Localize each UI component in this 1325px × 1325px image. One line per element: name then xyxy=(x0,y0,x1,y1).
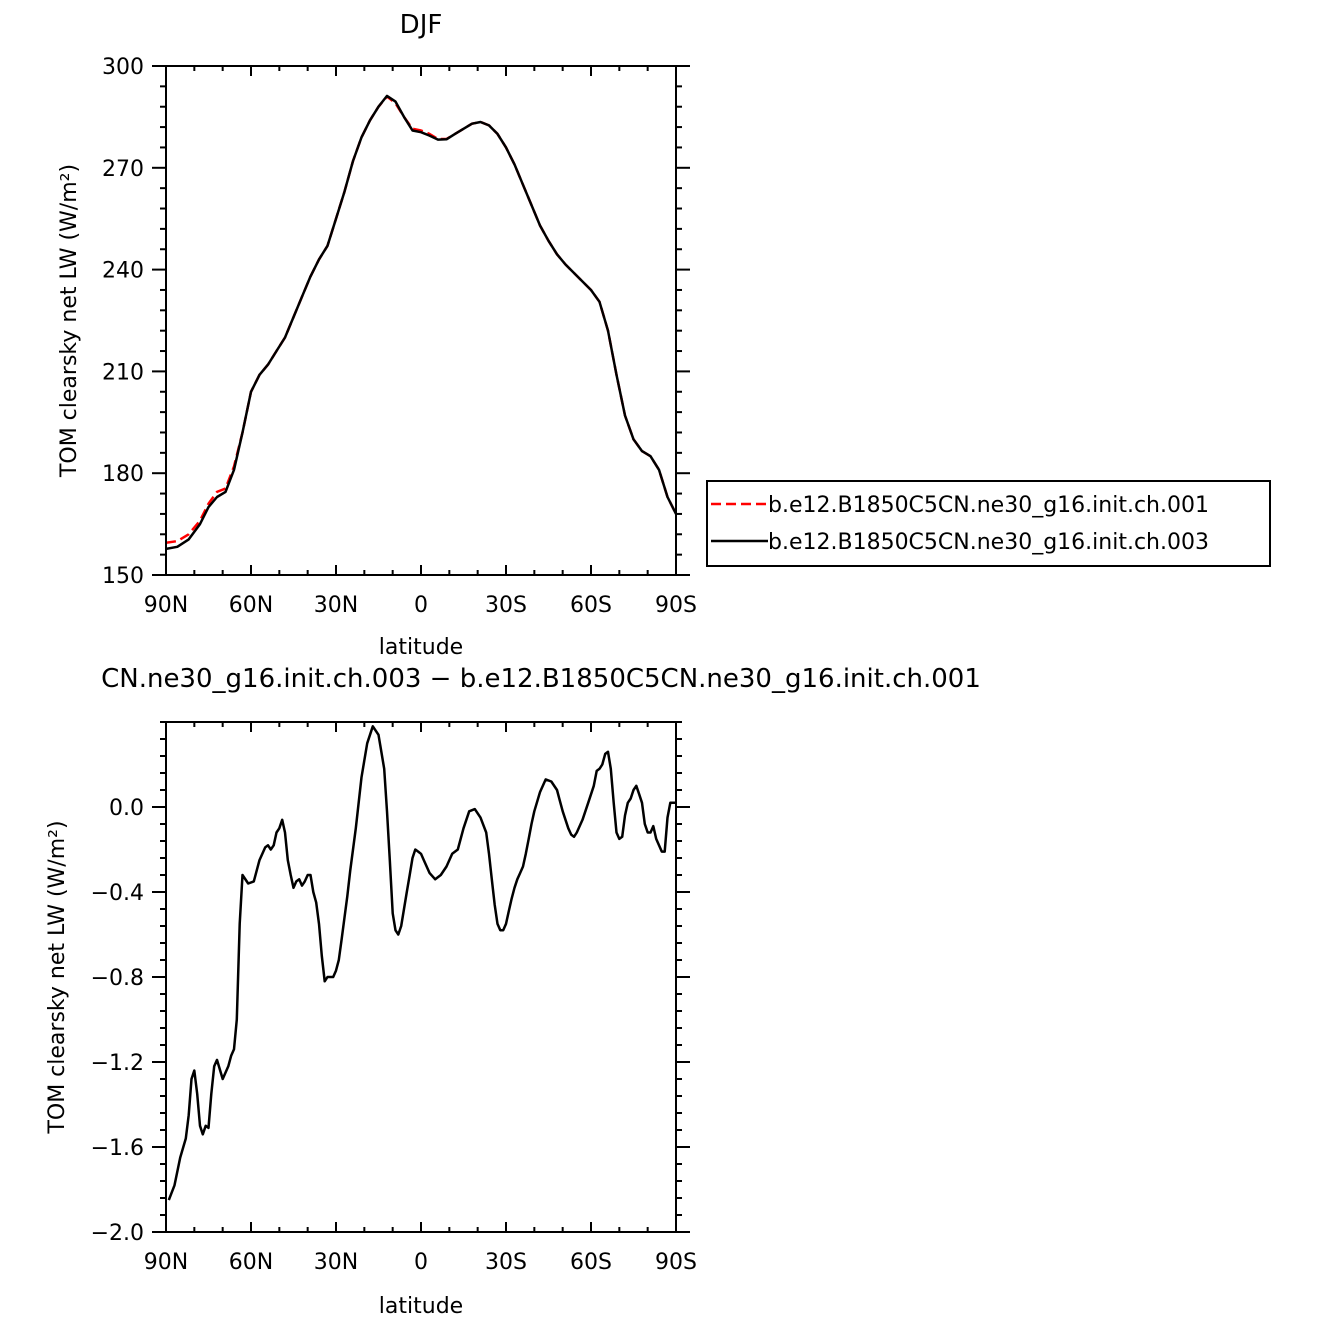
chart-title: CN.ne30_g16.init.ch.003 − b.e12.B1850C5C… xyxy=(101,664,981,694)
y-axis-label: TOM clearsky net LW (W/m²) xyxy=(45,820,70,1134)
chart-title: DJF xyxy=(400,10,443,40)
x-tick-label: 60N xyxy=(229,1250,273,1275)
x-tick-label: 30N xyxy=(314,593,358,618)
chart-panel-2: CN.ne30_g16.init.ch.003 − b.e12.B1850C5C… xyxy=(45,664,981,1319)
x-tick-label: 30S xyxy=(485,1250,527,1275)
y-tick-label: −0.8 xyxy=(91,966,144,991)
plot-frame xyxy=(165,721,677,1233)
x-tick-label: 30N xyxy=(314,1250,358,1275)
y-tick-label: −2.0 xyxy=(91,1221,144,1246)
x-tick-label: 90S xyxy=(655,1250,697,1275)
series-line-1 xyxy=(166,95,676,545)
x-tick-label: 60S xyxy=(570,593,612,618)
chart-panel-1: DJF 90N 60N 30N 0 30S 60S 90S 150 180 210 240 270 300… xyxy=(57,10,1271,660)
x-tick-label: 60S xyxy=(570,1250,612,1275)
y-axis-label: TOM clearsky net LW (W/m²) xyxy=(57,164,82,478)
x-tick-label: 90N xyxy=(144,1250,188,1275)
y-tick-label: 150 xyxy=(102,564,144,589)
x-tick-label: 90S xyxy=(655,593,697,618)
x-axis-label: latitude xyxy=(379,1294,463,1319)
legend-box xyxy=(706,480,1271,567)
legend-label-1: b.e12.B1850C5CN.ne30_g16.init.ch.001 xyxy=(768,493,1209,518)
y-tick-label: 300 xyxy=(102,55,144,80)
x-tick-label: 90N xyxy=(144,593,188,618)
x-tick-label: 30S xyxy=(485,593,527,618)
x-tick-label: 0 xyxy=(414,593,428,618)
y-tick-label: 270 xyxy=(102,157,144,182)
y-tick-label: 180 xyxy=(102,462,144,487)
plot-frame xyxy=(165,65,677,576)
legend-label-2: b.e12.B1850C5CN.ne30_g16.init.ch.003 xyxy=(768,530,1209,555)
x-axis-label: latitude xyxy=(379,635,463,660)
y-tick-label: −1.2 xyxy=(91,1051,144,1076)
x-tick-label: 0 xyxy=(414,1250,428,1275)
y-tick-label: 210 xyxy=(102,360,144,385)
series-line-1 xyxy=(167,725,676,1201)
x-tick-label: 60N xyxy=(229,593,273,618)
series-line-2 xyxy=(166,94,676,551)
y-tick-label: 0.0 xyxy=(109,796,144,821)
y-tick-label: −0.4 xyxy=(91,881,144,906)
legend: b.e12.B1850C5CN.ne30_g16.init.ch.001 b.e1… xyxy=(706,480,1271,567)
y-tick-label: −1.6 xyxy=(91,1136,144,1161)
y-tick-label: 240 xyxy=(102,259,144,284)
